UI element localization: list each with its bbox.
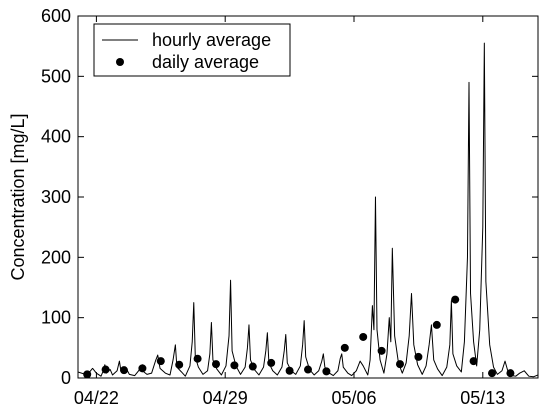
daily-average-point-7	[193, 354, 202, 363]
axes-layer: 0 100 200 300 400 500 600 04/22 04/29 05/06 05/13	[41, 6, 539, 408]
daily-average-point-2	[101, 365, 110, 374]
legend-label: daily average	[152, 52, 259, 72]
daily-average-point-6	[175, 360, 184, 369]
x-tick-label: 04/22	[74, 388, 119, 408]
y-tick-label: 200	[41, 247, 71, 267]
daily-average-point-9	[230, 361, 239, 370]
y-tick-label: 100	[41, 308, 71, 328]
daily-average-point-5	[156, 357, 165, 366]
x-tick-label: 05/06	[331, 388, 376, 408]
x-tick-label: 04/29	[203, 388, 248, 408]
daily-average-point-3	[120, 366, 128, 375]
legend-label: hourly average	[152, 30, 271, 50]
series-hourly-average-line	[78, 42, 538, 378]
daily-average-point-17	[377, 346, 386, 355]
y-tick-label: 400	[41, 127, 71, 147]
y-axis-title: Concentration [mg/L]	[8, 113, 28, 280]
daily-average-point-23	[488, 369, 496, 378]
y-tick-label: 500	[41, 66, 71, 86]
daily-average-point-19	[414, 352, 423, 361]
daily-average-point-21	[451, 295, 460, 304]
daily-average-point-10	[248, 362, 257, 371]
daily-average-point-8	[212, 360, 220, 369]
x-tick-label: 05/13	[460, 388, 505, 408]
daily-average-point-4	[138, 364, 147, 373]
daily-average-point-14	[322, 367, 331, 376]
daily-average-point-22	[469, 357, 478, 366]
daily-average-point-11	[267, 358, 276, 367]
daily-average-point-18	[396, 360, 404, 369]
daily-average-point-15	[340, 343, 349, 352]
y-tick-label: 0	[61, 368, 71, 388]
y-tick-label: 600	[41, 6, 71, 26]
legend-marker-swatch	[116, 58, 124, 66]
daily-average-point-1	[83, 370, 92, 378]
daily-average-point-24	[506, 369, 515, 378]
legend-box	[93, 23, 291, 77]
y-tick-label: 300	[41, 187, 71, 207]
daily-average-point-13	[304, 365, 312, 374]
daily-average-point-16	[359, 332, 368, 341]
daily-average-point-20	[432, 320, 441, 329]
daily-average-point-12	[285, 366, 294, 375]
series-layer	[78, 42, 538, 378]
